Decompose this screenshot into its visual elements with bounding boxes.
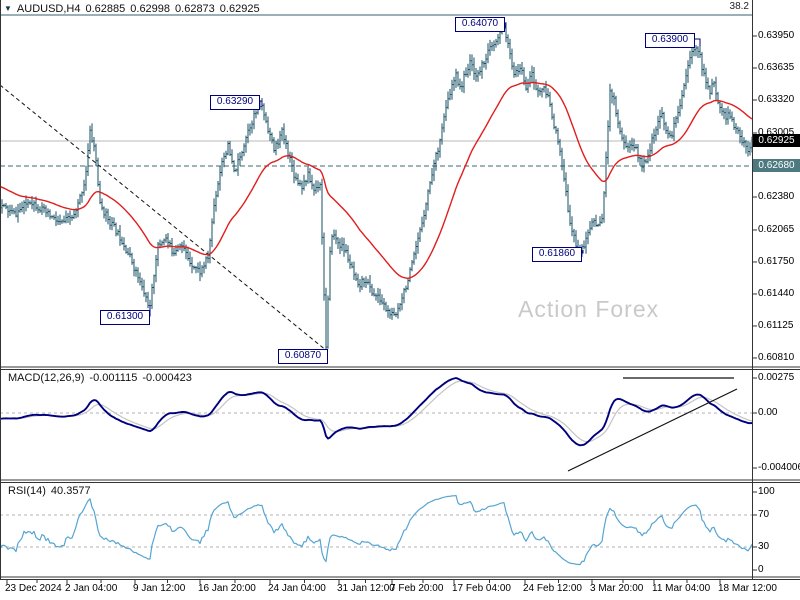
rsi-name: RSI(14) [8, 485, 46, 497]
annotation-connector [693, 38, 701, 46]
symbol-label: AUDUSD,H4 [16, 3, 81, 15]
quote-low: 0.62873 [175, 3, 215, 15]
macd-signal-line [0, 380, 753, 443]
descending-trendline [0, 84, 328, 352]
rsi-value: 40.3577 [50, 485, 91, 497]
macd-main-line [0, 377, 753, 447]
watermark: Action Forex [518, 296, 660, 322]
quote-close: 0.62925 [219, 3, 260, 15]
macd-value-signal: -0.000423 [142, 372, 192, 384]
macd-value-main: -0.001115 [89, 372, 138, 384]
macd-indicator-label: MACD(12,26,9) -0.001115 -0.000423 [8, 372, 197, 384]
rsi-line [0, 494, 753, 566]
quote-high: 0.62998 [130, 3, 171, 15]
macd-trendline [567, 388, 738, 472]
symbol-dropdown-icon[interactable]: ▼ [4, 4, 12, 13]
chart-title: ▼ AUDUSD,H4 0.62885 0.62998 0.62873 0.62925 [4, 3, 265, 15]
quote-open: 0.62885 [85, 3, 126, 15]
ohlc-bar-ticks [0, 27, 754, 348]
moving-average-line [0, 81, 753, 279]
macd-name: MACD(12,26,9) [8, 372, 85, 384]
rsi-indicator-label: RSI(14) 40.3577 [8, 485, 96, 497]
ohlc-bars [0, 21, 753, 352]
fib-level-label: 38.2 [729, 1, 749, 12]
annotation-connector [326, 352, 328, 356]
